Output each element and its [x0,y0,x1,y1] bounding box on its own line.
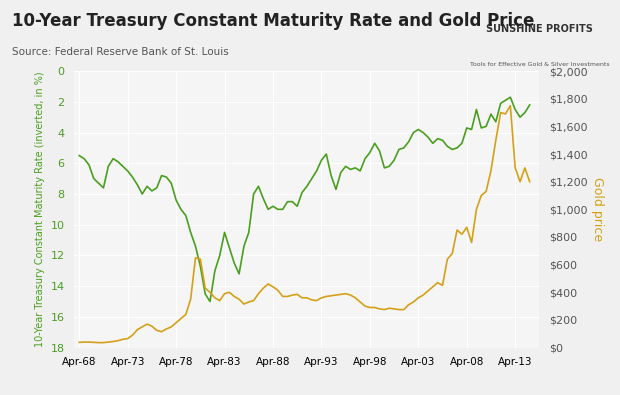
Text: 10-Year Treasury Constant Maturity Rate and Gold Price: 10-Year Treasury Constant Maturity Rate … [12,12,535,30]
Y-axis label: 10-Year Treasury Constant Maturity Rate (inverted, in %): 10-Year Treasury Constant Maturity Rate … [35,71,45,347]
Text: Tools for Effective Gold & Silver Investments: Tools for Effective Gold & Silver Invest… [469,62,609,67]
Text: Source: Federal Reserve Bank of St. Louis: Source: Federal Reserve Bank of St. Loui… [12,47,229,57]
Text: SUNSHINE PROFITS: SUNSHINE PROFITS [486,24,593,34]
Y-axis label: Gold price: Gold price [591,177,604,241]
